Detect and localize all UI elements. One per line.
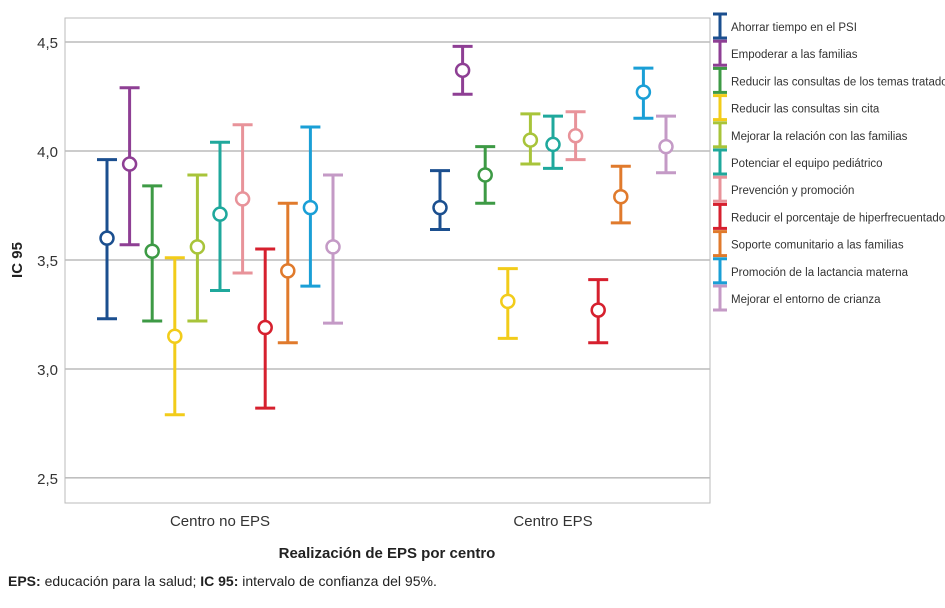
mean-marker xyxy=(477,167,493,183)
y-tick-label: 3,0 xyxy=(37,362,58,379)
footnote-abbr-eps: EPS: xyxy=(8,573,41,589)
footnote: EPS: educación para la salud; IC 95: int… xyxy=(8,573,437,589)
footnote-text-ic: intervalo de confianza del 95%. xyxy=(238,573,437,589)
legend-label: Reducir las consultas de los temas trata… xyxy=(731,76,945,88)
y-axis-label: IC 95 xyxy=(9,242,26,278)
mean-marker xyxy=(454,62,471,79)
mean-marker xyxy=(212,206,228,222)
mean-marker xyxy=(189,239,206,255)
plot-frame xyxy=(64,17,711,504)
y-tick-label: 3,5 xyxy=(37,253,58,270)
y-tick-label: 4,5 xyxy=(37,35,58,52)
mean-marker xyxy=(257,319,273,336)
legend-label: Empoderar a las familias xyxy=(731,49,858,61)
legend-label: Prevención y promoción xyxy=(731,185,854,197)
mean-marker xyxy=(658,138,674,155)
mean-marker xyxy=(121,156,138,172)
mean-marker xyxy=(234,191,251,207)
legend-label: Reducir el porcentaje de hiperfrecuentad… xyxy=(731,212,945,224)
legend-label: Soporte comunitario a las familias xyxy=(731,240,904,252)
mean-marker xyxy=(325,239,341,255)
y-tick-label: 2,5 xyxy=(37,471,58,488)
mean-marker xyxy=(590,302,606,318)
mean-marker xyxy=(302,199,319,216)
mean-marker xyxy=(522,132,539,148)
legend-label: Reducir las consultas sin cita xyxy=(731,104,880,116)
mean-marker xyxy=(280,263,296,279)
legend-label: Mejorar el entorno de crianza xyxy=(731,294,881,306)
legend-label: Potenciar el equipo pediátrico xyxy=(731,158,883,170)
x-axis-label: Realización de EPS por centro xyxy=(279,545,496,562)
mean-marker xyxy=(635,84,652,100)
footnote-abbr-ic: IC 95: xyxy=(200,573,239,589)
mean-marker xyxy=(613,188,629,205)
mean-marker xyxy=(144,243,160,259)
x-tick-label: Centro no EPS xyxy=(170,513,270,530)
legend-label: Promoción de la lactancia materna xyxy=(731,267,909,279)
mean-marker xyxy=(567,127,584,144)
mean-marker xyxy=(99,230,115,246)
y-tick-label: 4,0 xyxy=(37,144,58,161)
mean-marker xyxy=(432,199,448,216)
footnote-text-eps: educación para la salud; xyxy=(40,573,201,589)
mean-marker xyxy=(500,293,516,310)
legend-label: Mejorar la relación con las familias xyxy=(731,131,908,143)
mean-marker xyxy=(167,328,183,344)
x-tick-label: Centro EPS xyxy=(513,513,592,530)
mean-marker xyxy=(545,136,561,153)
legend-label: Ahorrar tiempo en el PSI xyxy=(731,22,857,34)
